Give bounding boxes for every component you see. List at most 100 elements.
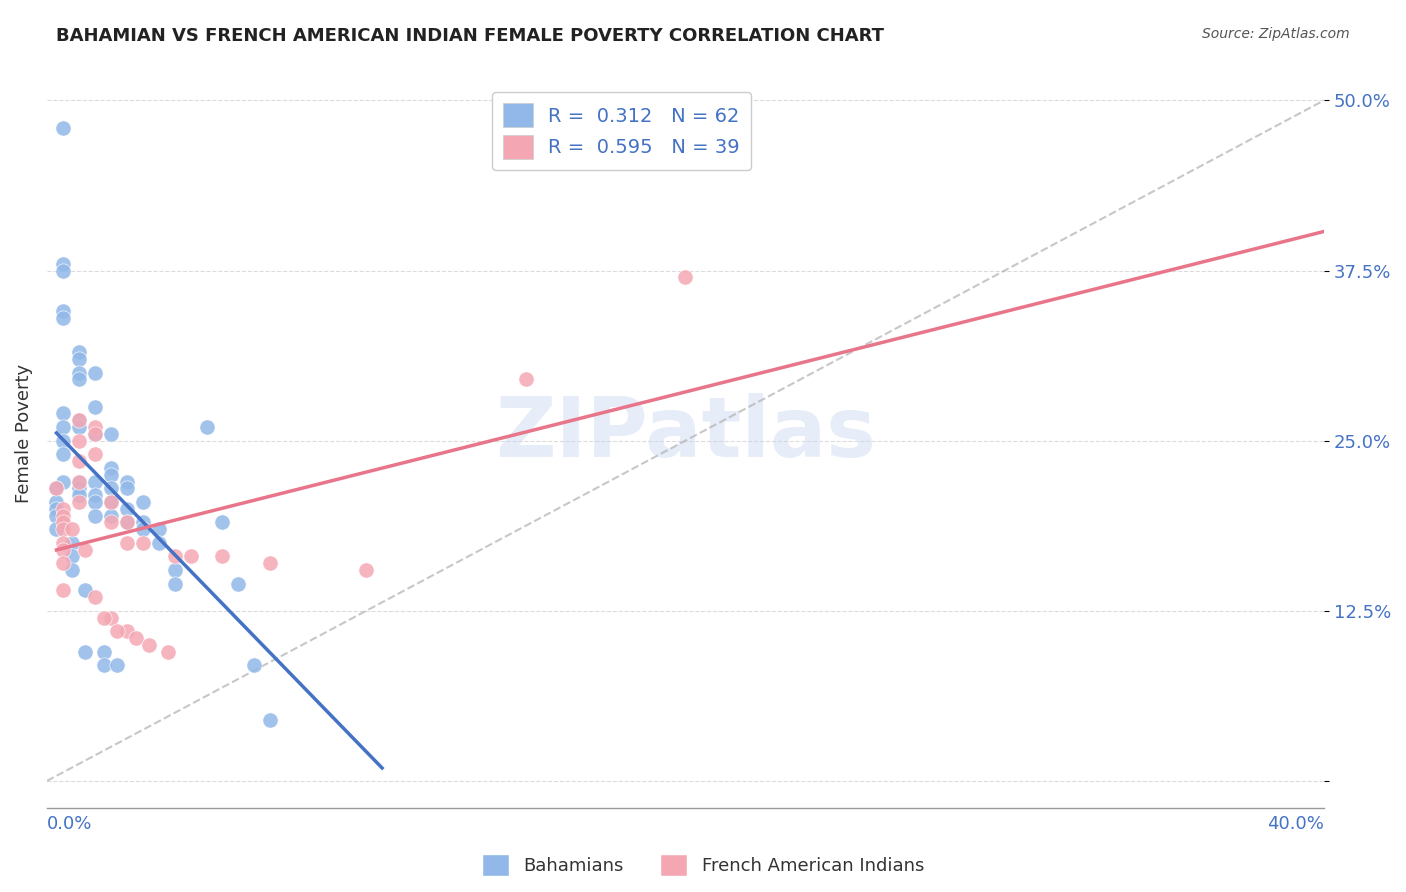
Point (52, 407, 75, 421)
Text: ZIPatlas: ZIPatlas (495, 393, 876, 475)
Y-axis label: Female Poverty: Female Poverty (15, 364, 32, 503)
Point (115, 516, 138, 530)
Point (67, 413, 90, 427)
Point (62, 522, 84, 536)
Point (138, 638, 160, 652)
Point (195, 420, 218, 434)
Point (83, 420, 105, 434)
Point (75, 542, 97, 557)
Point (52, 501, 75, 516)
Point (45, 501, 67, 516)
Point (157, 645, 180, 659)
Point (75, 583, 97, 598)
Point (83, 488, 105, 502)
Point (83, 447, 105, 461)
Point (52, 583, 75, 598)
Point (45, 495, 67, 509)
Point (52, 304, 75, 318)
Point (67, 434, 90, 448)
Point (67, 481, 90, 495)
Point (100, 495, 122, 509)
Point (148, 535, 170, 549)
Point (67, 413, 90, 427)
Point (115, 475, 138, 489)
Text: 40.0%: 40.0% (1267, 815, 1324, 833)
Point (131, 535, 153, 549)
Point (83, 475, 105, 489)
Point (45, 481, 67, 495)
Point (115, 535, 138, 549)
Point (100, 516, 122, 530)
Point (67, 366, 90, 380)
Point (228, 576, 250, 591)
Point (100, 610, 122, 624)
Point (100, 467, 122, 482)
Point (67, 475, 90, 489)
Point (125, 631, 148, 645)
Point (67, 420, 90, 434)
Point (67, 495, 90, 509)
Point (52, 263, 75, 277)
Point (52, 434, 75, 448)
Point (93, 658, 115, 673)
Point (45, 508, 67, 523)
Point (62, 535, 84, 549)
Point (673, 270, 696, 285)
Point (93, 645, 115, 659)
Point (52, 508, 75, 523)
Point (67, 345, 90, 359)
Point (131, 522, 153, 536)
Point (211, 516, 233, 530)
Point (83, 426, 105, 441)
Point (62, 549, 84, 564)
Point (100, 481, 122, 495)
Point (131, 516, 153, 530)
Point (52, 475, 75, 489)
Point (115, 481, 138, 495)
Point (354, 563, 377, 577)
Point (163, 563, 186, 577)
Text: 0.0%: 0.0% (46, 815, 93, 833)
Point (100, 508, 122, 523)
Point (243, 658, 266, 673)
Point (52, 311, 75, 326)
Point (52, 120, 75, 135)
Point (45, 481, 67, 495)
Point (52, 522, 75, 536)
Point (105, 658, 128, 673)
Point (259, 556, 281, 570)
Point (115, 624, 138, 639)
Point (115, 516, 138, 530)
Point (67, 454, 90, 468)
Point (100, 426, 122, 441)
Legend: Bahamians, French American Indians: Bahamians, French American Indians (475, 847, 931, 883)
Point (75, 645, 97, 659)
Text: Source: ZipAtlas.com: Source: ZipAtlas.com (1202, 27, 1350, 41)
Point (180, 549, 202, 564)
Point (52, 257, 75, 271)
Point (83, 400, 105, 414)
Point (62, 563, 84, 577)
Point (515, 372, 537, 386)
Point (52, 420, 75, 434)
Point (83, 508, 105, 523)
Point (67, 351, 90, 366)
Point (67, 372, 90, 386)
Point (163, 576, 186, 591)
Point (100, 495, 122, 509)
Point (52, 516, 75, 530)
Point (131, 495, 153, 509)
Point (52, 535, 75, 549)
Point (211, 549, 233, 564)
Point (148, 522, 170, 536)
Point (83, 495, 105, 509)
Point (67, 475, 90, 489)
Text: BAHAMIAN VS FRENCH AMERICAN INDIAN FEMALE POVERTY CORRELATION CHART: BAHAMIAN VS FRENCH AMERICAN INDIAN FEMAL… (56, 27, 884, 45)
Point (100, 461, 122, 475)
Point (83, 426, 105, 441)
Point (52, 542, 75, 557)
Point (52, 556, 75, 570)
Point (259, 713, 281, 727)
Point (52, 447, 75, 461)
Point (83, 366, 105, 380)
